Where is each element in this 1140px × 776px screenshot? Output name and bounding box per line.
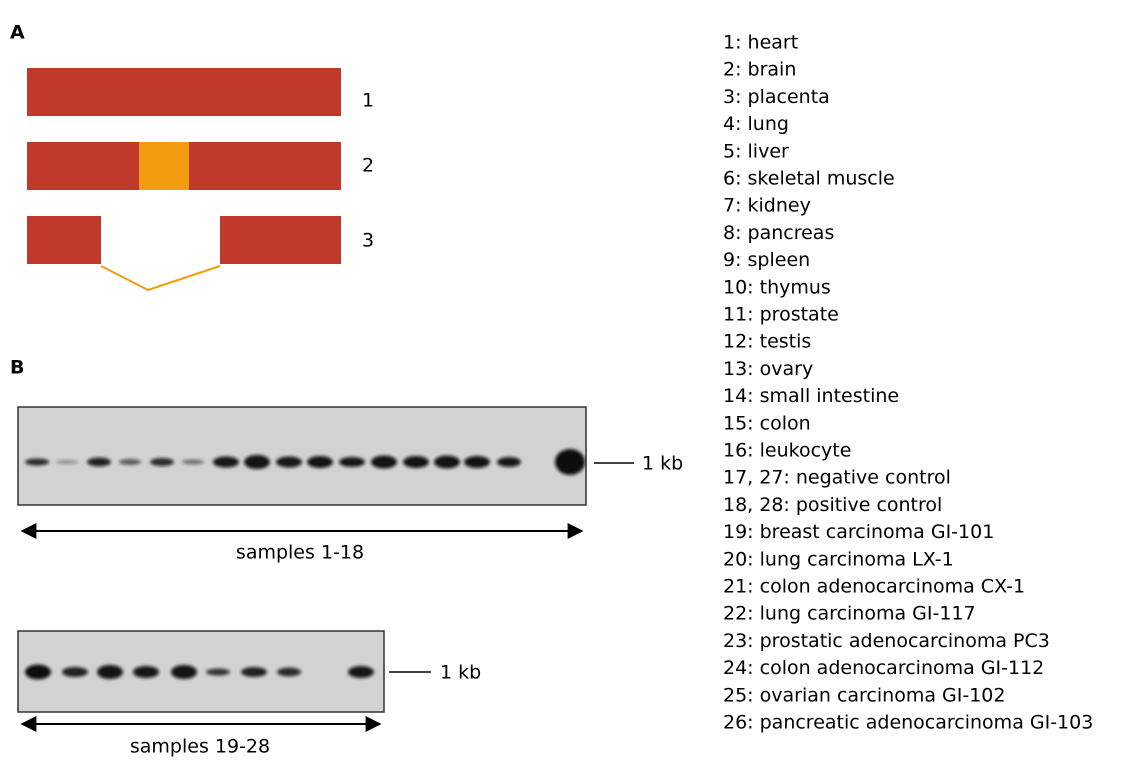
gel-caption: samples 19-28 [130,736,270,758]
legend-entry: 22: lung carcinoma GI-117 [723,603,976,625]
marker-label: 1 kb [440,662,481,684]
legend-entry: 10: thymus [723,276,831,298]
gel-band [97,665,123,679]
exon-bar [27,68,341,116]
legend-entry: 9: spleen [723,249,810,271]
legend-entry: 19: breast carcinoma GI-101 [723,521,994,543]
gel-band [56,460,78,464]
isoform-label: 1 [362,90,374,112]
legend-entry: 21: colon adenocarcinoma CX-1 [723,576,1025,598]
gel-band [434,456,460,469]
gel-band [206,669,230,676]
legend-entry: 6: skeletal muscle [723,168,895,190]
gel-band [241,667,267,677]
legend-entry: 4: lung [723,113,789,135]
isoform-label: 3 [362,230,374,252]
legend-entry: 13: ovary [723,358,813,380]
gel-band [133,666,159,678]
legend-entry: 24: colon adenocarcinoma GI-112 [723,657,1044,679]
legend-entry: 17, 27: negative control [723,467,951,489]
page: Figure {"panel_a": {"label": "A", "isofo… [0,0,1140,776]
panel-label: A [10,22,25,44]
gel-image [18,407,586,505]
gel-band [277,668,301,677]
legend-entry: 8: pancreas [723,222,834,244]
figure: A 1 2 3 B 1 kb samples 1-18 1 kb samples… [0,0,1140,776]
legend-entry: 23: prostatic adenocarcinoma PC3 [723,630,1050,652]
isoform-label: 2 [362,155,374,177]
legend-entry: 3: placenta [723,86,830,108]
gel-band [62,667,88,677]
body: A 1 2 3 B 1 kb samples 1-18 1 kb samples… [0,0,1140,776]
gel-band [150,458,174,466]
legend-entry: 2: brain [723,59,796,81]
legend-entry: 25: ovarian carcinoma GI-102 [723,684,1005,706]
gel-band [87,458,111,467]
exon-bar [27,216,101,264]
legend-entry: 7: kidney [723,195,811,217]
legend-entry: 16: leukocyte [723,440,851,462]
gel-band [244,455,270,469]
gel-band [171,665,197,679]
legend-entry: 15: colon [723,412,811,434]
gel-band [555,449,585,475]
legend-entry: 5: liver [723,140,789,162]
gel-caption: samples 1-18 [236,542,364,564]
gel-band [371,456,397,469]
legend-entry: 11: prostate [723,304,839,326]
legend-entry: 1: heart [723,32,798,54]
marker-label: 1 kb [642,453,683,475]
gel-band [25,665,51,680]
gel-band [25,459,49,466]
gel-band [497,457,521,467]
splice-line [101,266,220,290]
panel-label: B [10,357,24,379]
legend-entry: 26: pancreatic adenocarcinoma GI-103 [723,712,1093,734]
gel-band [276,457,302,468]
gel-band [119,459,141,465]
inserted-exon [139,142,189,190]
gel-band [464,456,490,468]
legend-entry: 20: lung carcinoma LX-1 [723,548,954,570]
gel-band [182,460,204,465]
legend-entry: 18, 28: positive control [723,494,942,516]
gel-band [348,666,374,678]
exon-bar [220,216,341,264]
gel-band [307,456,333,468]
legend: 1: heart 2: brain 3: placenta 4: lung 5: liv… [723,32,1093,734]
gel-band [403,456,429,468]
gel-band [339,457,365,467]
legend-entry: 12: testis [723,331,811,353]
gel-band [213,457,239,468]
legend-entry: 14: small intestine [723,385,899,407]
